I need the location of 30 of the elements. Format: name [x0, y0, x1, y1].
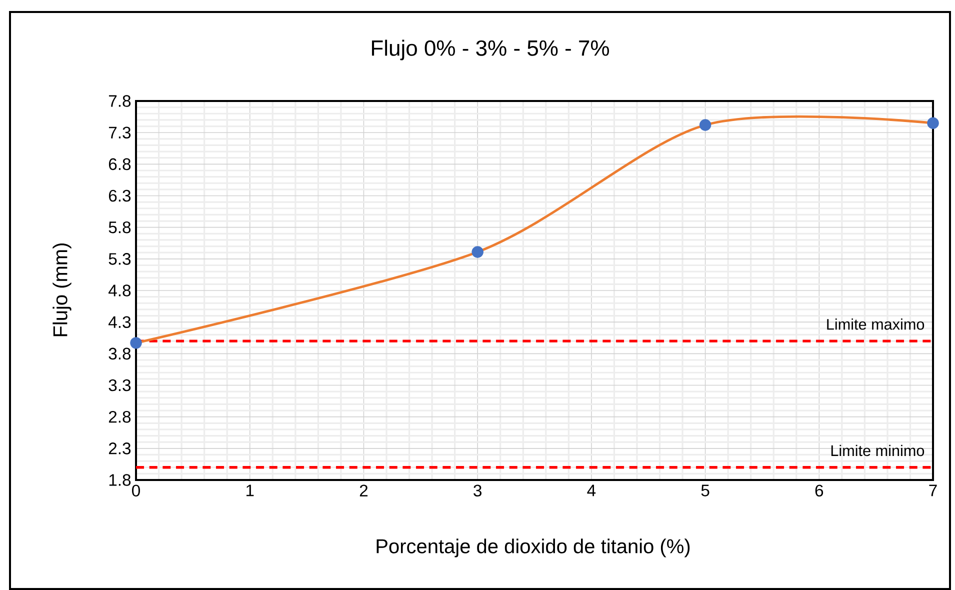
y-tick-label: 2.3	[108, 442, 131, 454]
point	[130, 337, 142, 349]
y-tick-label: 4.3	[108, 316, 131, 328]
y-tick-label: 7.8	[108, 95, 131, 107]
x-tick-label: 5	[701, 484, 710, 496]
x-tick-label: 6	[815, 484, 824, 497]
y-tick-label: 3.8	[108, 348, 131, 360]
x-tick-label: 7	[929, 484, 937, 496]
y-tick-label: 6.8	[108, 158, 131, 170]
x-tick-label: 2	[360, 484, 368, 496]
x-tick-label: 4	[587, 484, 596, 496]
x-tick-label: 0	[132, 484, 140, 497]
y-axis-title: Flujo (mm)	[52, 243, 72, 336]
ref-line-label: Limite minimo	[831, 444, 924, 456]
x-tick-label: 1	[246, 484, 254, 496]
y-tick-label: 6.3	[108, 190, 131, 202]
y-tick-label: 2.8	[108, 410, 131, 423]
y-tick-label: 5.8	[108, 221, 131, 234]
point	[699, 119, 712, 131]
x-tick-label: 3	[474, 484, 482, 497]
y-tick-label: 5.3	[108, 253, 131, 265]
y-tick-label: 7.3	[108, 126, 131, 138]
y-tick-label: 4.8	[108, 284, 131, 296]
ref-line-label: Limite maximo	[827, 318, 924, 330]
point	[927, 117, 939, 129]
point	[472, 246, 484, 258]
x-axis-title: Porcentaje de dioxido de titanio (%)	[376, 538, 690, 558]
y-tick-label: 3.3	[108, 379, 131, 392]
y-tick-label: 1.8	[109, 474, 131, 486]
chart-title: Flujo 0% - 3% - 5% - 7%	[372, 40, 609, 60]
